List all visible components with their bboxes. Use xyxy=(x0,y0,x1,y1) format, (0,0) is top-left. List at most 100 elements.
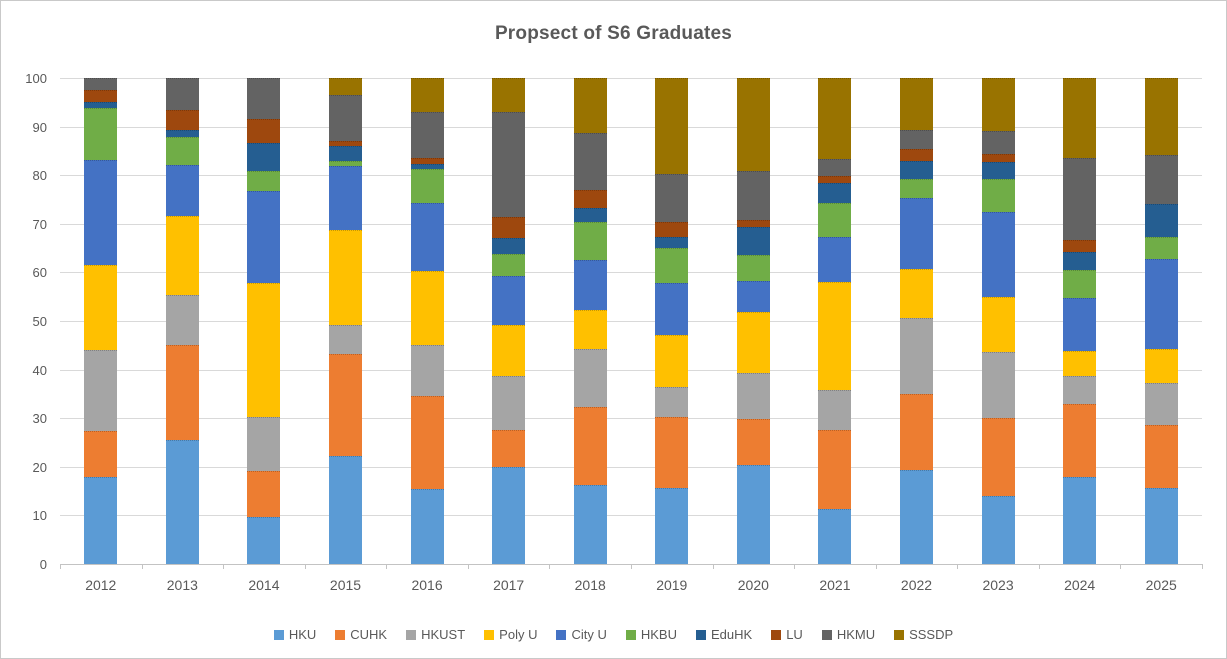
legend-item-hkbu[interactable]: HKBU xyxy=(625,627,677,642)
bar-segment-lu-2019[interactable] xyxy=(655,222,689,238)
bar-segment-hkbu-2025[interactable] xyxy=(1144,237,1178,260)
bar-segment-hkmu-2024[interactable] xyxy=(1063,158,1097,241)
bar-segment-hkust-2013[interactable] xyxy=(165,294,199,345)
bar-segment-hku-2013[interactable] xyxy=(165,439,199,564)
bar-segment-lu-2020[interactable] xyxy=(736,220,770,227)
bar-segment-eduhk-2016[interactable] xyxy=(410,163,444,169)
bar-segment-cuhk-2023[interactable] xyxy=(981,417,1015,496)
legend-item-poly-u[interactable]: Poly U xyxy=(484,627,537,642)
bar-segment-sssdp-2020[interactable] xyxy=(736,78,770,171)
bar-segment-hkmu-2022[interactable] xyxy=(900,130,933,149)
bar-segment-sssdp-2025[interactable] xyxy=(1144,78,1178,156)
bar-segment-sssdp-2016[interactable] xyxy=(410,78,444,113)
bar-segment-hkbu-2022[interactable] xyxy=(900,179,933,198)
bar-segment-cuhk-2018[interactable] xyxy=(573,406,607,486)
bar-segment-hkust-2021[interactable] xyxy=(818,390,852,430)
bar-segment-hkmu-2014[interactable] xyxy=(247,78,281,119)
bar-segment-city-u-2019[interactable] xyxy=(655,282,689,336)
legend-item-lu[interactable]: LU xyxy=(771,627,803,642)
bar-segment-hkmu-2021[interactable] xyxy=(818,159,852,176)
bar-segment-poly-u-2017[interactable] xyxy=(492,324,526,377)
bar-segment-hku-2024[interactable] xyxy=(1063,477,1097,564)
bar-segment-poly-u-2014[interactable] xyxy=(247,283,281,418)
bar-segment-eduhk-2022[interactable] xyxy=(900,160,933,180)
bar-segment-cuhk-2020[interactable] xyxy=(736,419,770,466)
bar-segment-hkust-2016[interactable] xyxy=(410,345,444,396)
bar-segment-eduhk-2018[interactable] xyxy=(573,208,607,223)
bar-segment-hkbu-2012[interactable] xyxy=(84,108,118,160)
bar-segment-city-u-2016[interactable] xyxy=(410,202,444,272)
bar-segment-hku-2017[interactable] xyxy=(492,466,526,564)
legend-item-city-u[interactable]: City U xyxy=(556,627,607,642)
bar-segment-hkmu-2019[interactable] xyxy=(655,174,689,223)
bar-segment-lu-2022[interactable] xyxy=(900,148,933,161)
bar-segment-hku-2015[interactable] xyxy=(329,456,362,564)
bar-segment-poly-u-2022[interactable] xyxy=(900,268,933,318)
bar-segment-lu-2021[interactable] xyxy=(818,175,852,184)
bar-segment-sssdp-2017[interactable] xyxy=(492,78,526,112)
legend-item-hkmu[interactable]: HKMU xyxy=(821,627,875,642)
bar-segment-hkmu-2020[interactable] xyxy=(736,170,770,221)
bar-segment-city-u-2020[interactable] xyxy=(736,281,770,312)
bar-segment-hku-2023[interactable] xyxy=(981,495,1015,564)
bar-segment-lu-2012[interactable] xyxy=(84,89,118,102)
bar-segment-eduhk-2014[interactable] xyxy=(247,143,281,172)
bar-segment-poly-u-2015[interactable] xyxy=(329,229,362,325)
legend-item-cuhk[interactable]: CUHK xyxy=(335,627,387,642)
bar-segment-hku-2014[interactable] xyxy=(247,517,281,564)
bar-segment-sssdp-2024[interactable] xyxy=(1063,78,1097,159)
bar-segment-lu-2013[interactable] xyxy=(165,110,199,130)
bar-segment-city-u-2014[interactable] xyxy=(247,190,281,284)
bar-segment-city-u-2012[interactable] xyxy=(84,159,118,265)
bar-segment-city-u-2022[interactable] xyxy=(900,197,933,269)
bar-segment-hkbu-2021[interactable] xyxy=(818,202,852,238)
bar-segment-cuhk-2017[interactable] xyxy=(492,429,526,467)
bar-segment-hkbu-2017[interactable] xyxy=(492,253,526,277)
bar-segment-hkust-2024[interactable] xyxy=(1063,376,1097,405)
bar-segment-hku-2020[interactable] xyxy=(736,465,770,564)
bar-segment-city-u-2023[interactable] xyxy=(981,211,1015,297)
bar-segment-cuhk-2019[interactable] xyxy=(655,417,689,488)
bar-segment-hkmu-2016[interactable] xyxy=(410,112,444,158)
bar-segment-cuhk-2013[interactable] xyxy=(165,344,199,440)
bar-segment-hkbu-2024[interactable] xyxy=(1063,269,1097,299)
bar-segment-hkbu-2016[interactable] xyxy=(410,168,444,203)
bar-segment-sssdp-2019[interactable] xyxy=(655,78,689,175)
bar-segment-hkbu-2013[interactable] xyxy=(165,136,199,165)
bar-segment-poly-u-2018[interactable] xyxy=(573,309,607,349)
bar-segment-hku-2019[interactable] xyxy=(655,487,689,564)
legend-item-hku[interactable]: HKU xyxy=(273,627,316,642)
bar-segment-eduhk-2012[interactable] xyxy=(84,101,118,109)
bar-segment-eduhk-2019[interactable] xyxy=(655,237,689,248)
legend-item-hkust[interactable]: HKUST xyxy=(406,627,465,642)
bar-segment-lu-2018[interactable] xyxy=(573,189,607,209)
bar-segment-lu-2024[interactable] xyxy=(1063,240,1097,253)
bar-segment-sssdp-2015[interactable] xyxy=(329,78,362,96)
bar-segment-hkust-2023[interactable] xyxy=(981,351,1015,418)
bar-segment-hkbu-2014[interactable] xyxy=(247,171,281,191)
bar-segment-eduhk-2015[interactable] xyxy=(329,145,362,162)
bar-segment-sssdp-2018[interactable] xyxy=(573,78,607,133)
bar-segment-hkmu-2012[interactable] xyxy=(84,78,118,90)
bar-segment-city-u-2017[interactable] xyxy=(492,276,526,325)
bar-segment-lu-2023[interactable] xyxy=(981,154,1015,162)
bar-segment-poly-u-2016[interactable] xyxy=(410,271,444,346)
bar-segment-lu-2017[interactable] xyxy=(492,217,526,238)
bar-segment-cuhk-2015[interactable] xyxy=(329,354,362,457)
bar-segment-poly-u-2020[interactable] xyxy=(736,311,770,373)
bar-segment-poly-u-2019[interactable] xyxy=(655,335,689,388)
bar-segment-cuhk-2016[interactable] xyxy=(410,395,444,490)
bar-segment-hku-2022[interactable] xyxy=(900,469,933,564)
bar-segment-city-u-2021[interactable] xyxy=(818,237,852,282)
bar-segment-poly-u-2025[interactable] xyxy=(1144,349,1178,383)
bar-segment-eduhk-2020[interactable] xyxy=(736,226,770,256)
bar-segment-eduhk-2023[interactable] xyxy=(981,161,1015,180)
bar-segment-hkmu-2018[interactable] xyxy=(573,132,607,190)
bar-segment-cuhk-2025[interactable] xyxy=(1144,425,1178,488)
bar-segment-hkbu-2023[interactable] xyxy=(981,179,1015,212)
bar-segment-hkust-2018[interactable] xyxy=(573,348,607,407)
bar-segment-sssdp-2021[interactable] xyxy=(818,78,852,160)
bar-segment-hku-2012[interactable] xyxy=(84,477,118,564)
bar-segment-poly-u-2024[interactable] xyxy=(1063,350,1097,377)
legend-item-eduhk[interactable]: EduHK xyxy=(695,627,752,642)
